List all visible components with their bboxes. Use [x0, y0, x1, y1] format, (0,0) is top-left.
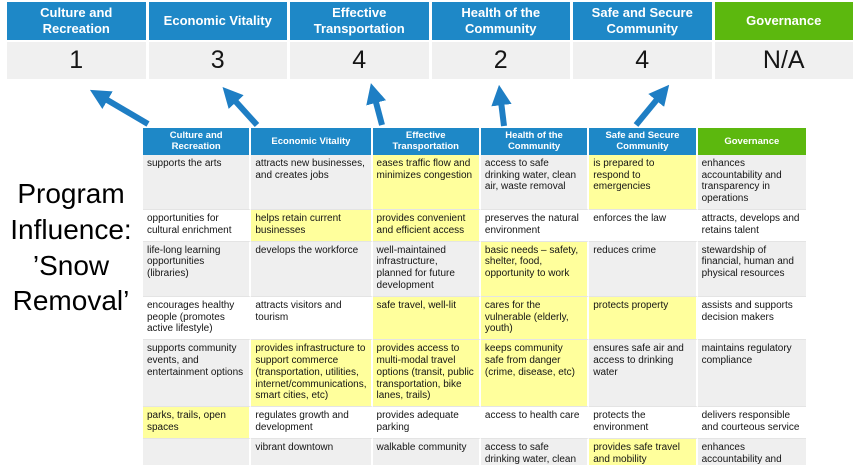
matrix-cell: assists and supports decision makers — [697, 296, 806, 341]
influence-arrow-1 — [89, 89, 150, 127]
matrix-cell: preserves the natural environment — [480, 209, 590, 242]
matrix-cell: ensures safe air and access to drinking … — [589, 340, 698, 408]
matrix-cell: provides infrastructure to support comme… — [251, 340, 373, 408]
matrix-cell: delivers responsible and courteous servi… — [697, 407, 806, 439]
banner-score: 4 — [573, 42, 712, 79]
matrix-cell: protects the environment — [589, 407, 698, 439]
matrix-cell: supports the arts — [143, 154, 252, 210]
banner-column-2: Economic Vitality 3 — [148, 2, 287, 79]
matrix-cell: vibrant downtown — [251, 438, 373, 465]
priority-matrix: Culture and Recreation Economic Vitality E… — [143, 128, 806, 465]
banner-column-4: Health of the Community 2 — [431, 2, 570, 79]
banner-header: Safe and Secure Community — [573, 2, 712, 40]
banner-header: Culture and Recreation — [7, 2, 146, 40]
matrix-column-header: Safe and Secure Community — [589, 128, 698, 155]
influence-arrow-3 — [366, 83, 386, 126]
matrix-cell: is prepared to respond to emergencies — [589, 154, 698, 210]
matrix-column-header: Health of the Community — [480, 128, 590, 155]
matrix-cell: keeps community safe from danger (crime,… — [480, 340, 590, 408]
matrix-cell: attracts new businesses, and creates job… — [251, 154, 373, 210]
banner-column-3: Effective Transportation 4 — [290, 2, 429, 79]
banner-score: 3 — [148, 42, 287, 79]
banner-score: 1 — [7, 42, 146, 79]
matrix-cell: opportunities for cultural enrichment — [143, 209, 252, 242]
matrix-cell: provides adequate parking — [372, 407, 481, 439]
banner-score: 2 — [431, 42, 570, 79]
matrix-cell: provides access to multi-modal travel op… — [372, 340, 481, 408]
matrix-cell: safe travel, well-lit — [372, 296, 481, 341]
matrix-cell: access to safe drinking water, clean air… — [480, 438, 590, 465]
banner-header: Health of the Community — [431, 2, 570, 40]
matrix-cell: reduces crime — [589, 241, 698, 297]
matrix-cell: enhances accountability and transparency… — [697, 154, 806, 210]
matrix-cell: attracts visitors and tourism — [251, 296, 373, 341]
matrix-column-header: Culture and Recreation — [143, 128, 252, 155]
matrix-cell: well-maintained infrastructure, planned … — [372, 241, 481, 297]
matrix-cell: access to health care — [480, 407, 590, 439]
influence-arrow-4 — [491, 84, 512, 127]
matrix-cell — [143, 438, 252, 465]
matrix-cell: walkable community — [372, 438, 481, 465]
matrix-cell: helps retain current businesses — [251, 209, 373, 242]
matrix-cell: basic needs – safety, shelter, food, opp… — [480, 241, 590, 297]
matrix-cell: access to safe drinking water, clean air… — [480, 154, 590, 210]
banner-header: Effective Transportation — [290, 2, 429, 40]
matrix-cell: stewardship of financial, human and phys… — [697, 241, 806, 297]
matrix-cell: maintains regulatory compliance — [697, 340, 806, 408]
banner-column-6: Governance N/A — [714, 2, 853, 79]
matrix-cell: protects property — [589, 296, 698, 341]
matrix-column-header: Effective Transportation — [372, 128, 481, 155]
influence-arrows — [89, 83, 670, 128]
banner-column-5: Safe and Secure Community 4 — [573, 2, 712, 79]
banner-header: Governance — [714, 2, 853, 40]
banner-column-1: Culture and Recreation 1 — [7, 2, 146, 79]
banner-header: Economic Vitality — [148, 2, 287, 40]
matrix-cell: parks, trails, open spaces — [143, 407, 252, 439]
matrix-cell: encourages healthy people (promotes acti… — [143, 296, 252, 341]
influence-arrow-5 — [633, 84, 670, 127]
banner-score: N/A — [714, 42, 853, 79]
matrix-cell: provides safe travel and mobility — [589, 438, 698, 465]
matrix-column-header: Governance — [697, 128, 806, 155]
matrix-cell: enhances accountability and transparency… — [697, 438, 806, 465]
priority-banner: Culture and Recreation 1 Economic Vitality… — [7, 2, 853, 79]
matrix-cell: develops the workforce — [251, 241, 373, 297]
program-influence-label: Program Influence: ’Snow Removal’ — [10, 178, 132, 317]
matrix-cell: regulates growth and development — [251, 407, 373, 439]
matrix-cell: enforces the law — [589, 209, 698, 242]
matrix-cell: provides convenient and efficient access — [372, 209, 481, 242]
matrix-cell: attracts, develops and retains talent — [697, 209, 806, 242]
matrix-cell: life-long learning opportunities (librar… — [143, 241, 252, 297]
matrix-cell: supports community events, and entertain… — [143, 340, 252, 408]
matrix-column-header: Economic Vitality — [251, 128, 373, 155]
matrix-cell: cares for the vulnerable (elderly, youth… — [480, 296, 590, 341]
influence-arrow-2 — [222, 86, 260, 128]
banner-score: 4 — [290, 42, 429, 79]
matrix-cell: eases traffic flow and minimizes congest… — [372, 154, 481, 210]
